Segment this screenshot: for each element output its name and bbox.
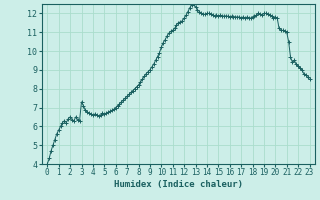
X-axis label: Humidex (Indice chaleur): Humidex (Indice chaleur) (114, 180, 243, 189)
